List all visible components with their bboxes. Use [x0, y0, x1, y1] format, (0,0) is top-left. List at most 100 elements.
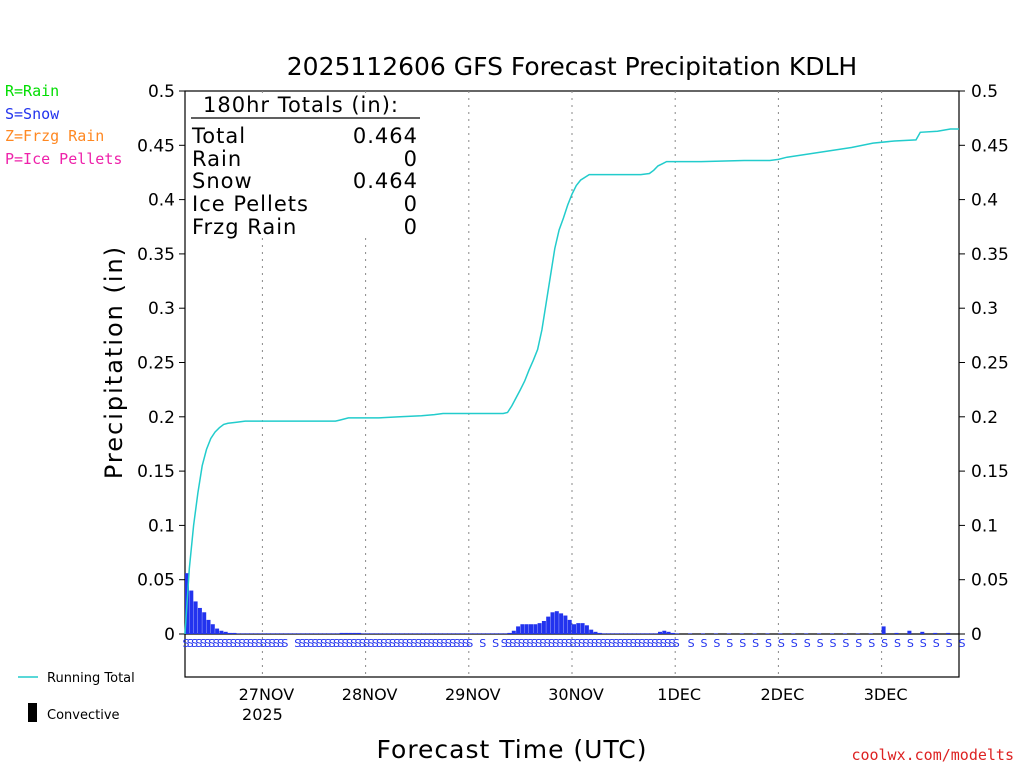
snow-bar [559, 613, 564, 634]
ptype-mark-snow: S [527, 637, 534, 650]
snow-bar [395, 633, 400, 634]
snow-bar [391, 633, 396, 634]
snow-bar [563, 615, 568, 634]
ptype-mark-snow: S [535, 637, 542, 650]
ptype-mark-snow: S [256, 637, 263, 650]
snow-bar [348, 632, 353, 634]
ptype-mark-snow: S [855, 637, 862, 650]
totals-value-ice-pellets: 0 [404, 192, 418, 216]
ptype-mark-snow: S [402, 637, 409, 650]
snow-bar [219, 630, 224, 634]
snow-bar [653, 633, 658, 634]
snow-bar [606, 633, 611, 634]
snow-bar [572, 624, 576, 634]
snow-bar [752, 633, 757, 634]
ptype-mark-snow: S [355, 637, 362, 650]
ptype-mark-snow: S [458, 637, 465, 650]
snow-bar [662, 630, 667, 634]
snow-bar [318, 633, 323, 634]
ptype-mark-snow: S [651, 637, 658, 650]
snow-bar [322, 633, 327, 634]
totals-label-total: Total [191, 124, 246, 148]
snow-bar [619, 633, 624, 634]
snow-bar [460, 633, 465, 634]
snow-bar [623, 633, 628, 634]
x-tick-label: 30NOV [548, 685, 604, 704]
y-tick-label-left: 0.15 [137, 462, 175, 482]
totals-label-rain: Rain [192, 147, 242, 171]
snow-bar [443, 633, 447, 634]
ptype-mark-snow: S [791, 637, 798, 650]
ptype-mark-snow: S [643, 637, 650, 650]
snow-bar [701, 633, 705, 634]
ptype-mark-snow: S [299, 637, 306, 650]
x-tick-label: 1DEC [657, 685, 701, 704]
ptype-mark-snow: S [277, 637, 284, 650]
snow-bar [675, 633, 680, 634]
ptype-mark-snow: S [804, 637, 811, 650]
ptype-mark-snow: S [230, 637, 237, 650]
ptype-mark-snow: S [350, 637, 357, 650]
ptype-mark-snow: S [393, 637, 400, 650]
ptype-mark-snow: S [389, 637, 396, 650]
x-tick-sublabel: 2025 [242, 705, 283, 724]
snow-bar [240, 633, 245, 634]
ptype-mark-snow: S [333, 637, 340, 650]
ptype-mark-snow: S [595, 637, 602, 650]
snow-bar [503, 633, 508, 634]
y-tick-label-left: 0.3 [148, 299, 175, 319]
snow-bar [275, 633, 280, 634]
snow-bar [374, 633, 379, 634]
y-tick-label-right: 0.05 [971, 571, 1009, 591]
snow-bar [451, 633, 456, 634]
ptype-mark-snow: S [539, 637, 546, 650]
convective-swatch [28, 703, 37, 722]
ptype-mark-snow: S [234, 637, 241, 650]
x-tick-label: 28NOV [342, 685, 398, 704]
snow-bar [567, 619, 572, 634]
ptype-mark-snow: S [933, 637, 940, 650]
y-tick-label-left: 0.2 [148, 408, 175, 428]
ptype-mark-snow: S [303, 637, 310, 650]
snow-bar [421, 633, 426, 634]
snow-bar [546, 616, 551, 634]
ptype-mark-snow: S [307, 637, 314, 650]
snow-bar [632, 633, 637, 634]
snow-bar [580, 623, 585, 634]
ptype-mark-snow: S [688, 637, 695, 650]
snow-bar [830, 633, 834, 634]
ptype-mark-snow: S [200, 637, 207, 650]
ptype-mark-snow: S [398, 637, 405, 650]
snow-bar [602, 633, 607, 634]
legend-snow: S=Snow [5, 105, 60, 123]
ptype-mark-snow: S [453, 637, 460, 650]
ptype-mark-snow: S [868, 637, 875, 650]
snow-bar [804, 633, 809, 634]
snow-bar [279, 633, 284, 634]
ptype-mark-snow: S [600, 637, 607, 650]
snow-bar [589, 629, 594, 634]
snow-bar [907, 630, 912, 634]
totals-value-snow: 0.464 [353, 169, 418, 193]
ptype-mark-snow: S [441, 637, 448, 650]
ptype-mark-snow: S [221, 637, 228, 650]
snow-bar [331, 633, 336, 634]
y-tick-label-right: 0 [971, 625, 982, 645]
ptype-mark-snow: S [372, 637, 379, 650]
y-tick-label-right: 0.45 [971, 136, 1009, 156]
ptype-mark-snow: S [617, 637, 624, 650]
snow-bar [481, 633, 486, 634]
ptype-mark-snow: S [501, 637, 508, 650]
ptype-mark-snow: S [544, 637, 551, 650]
ptype-mark-snow: S [436, 637, 443, 650]
ptype-mark-snow: S [363, 637, 370, 650]
snow-bars [185, 573, 951, 634]
ptype-mark-snow: S [959, 637, 966, 650]
snow-bar [455, 633, 460, 634]
ptype-mark-snow: S [204, 637, 211, 650]
ptype-mark-snow: S [492, 637, 499, 650]
snow-bar [477, 633, 482, 634]
ptype-mark-snow: S [337, 637, 344, 650]
snow-bar [537, 623, 542, 634]
y-tick-label-right: 0.25 [971, 354, 1009, 374]
